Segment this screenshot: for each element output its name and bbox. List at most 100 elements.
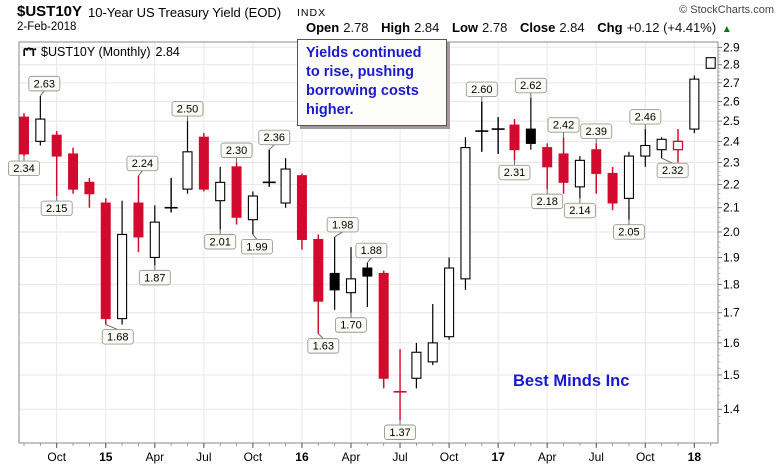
exchange-label: INDX bbox=[297, 7, 327, 19]
stockcharts-copyright-link[interactable]: © StockCharts.com bbox=[679, 4, 774, 16]
candle-body-red bbox=[84, 181, 95, 195]
callout-box bbox=[580, 123, 613, 139]
callout-box bbox=[307, 338, 340, 354]
callout-value: 2.39 bbox=[586, 126, 607, 138]
candle-body-red bbox=[296, 175, 307, 240]
callout-box bbox=[531, 193, 564, 210]
callout-box bbox=[258, 129, 291, 146]
x-axis-label: 18 bbox=[688, 450, 702, 464]
candle-body-red bbox=[558, 153, 569, 183]
callout-box bbox=[629, 109, 662, 125]
callout-value: 1.98 bbox=[332, 219, 353, 231]
quote-date: 2-Feb-2018 bbox=[17, 21, 77, 33]
x-axis-label: Jul bbox=[196, 450, 211, 464]
x-axis-label: 16 bbox=[295, 450, 309, 464]
high-value: 2.84 bbox=[414, 20, 440, 35]
y-axis-label: 2.8 bbox=[723, 58, 740, 72]
candle-body-white bbox=[182, 151, 193, 190]
y-axis-label: 2.6 bbox=[723, 95, 740, 109]
callout-value: 2.30 bbox=[226, 145, 247, 157]
candle-body-white bbox=[656, 138, 667, 151]
callout-box bbox=[326, 217, 359, 233]
y-axis-label: 1.8 bbox=[723, 277, 740, 291]
candle-body-red-hollow bbox=[672, 140, 684, 151]
y-axis-label: 1.9 bbox=[723, 250, 740, 264]
x-axis-label: Oct bbox=[636, 450, 655, 464]
callout-box bbox=[465, 81, 498, 98]
up-arrow-icon: ▲ bbox=[721, 24, 732, 35]
candle-body-white bbox=[247, 195, 258, 221]
callout-value: 1.99 bbox=[246, 241, 267, 253]
x-axis-label: Apr bbox=[145, 450, 164, 464]
high-label: High bbox=[381, 20, 411, 35]
callout-pointer bbox=[268, 144, 275, 151]
callout-pointer bbox=[661, 157, 673, 164]
y-axis-label: 1.6 bbox=[723, 336, 740, 350]
chg-label: Chg bbox=[597, 20, 623, 35]
callout-value: 2.50 bbox=[177, 103, 198, 115]
callout-value: 2.14 bbox=[569, 205, 590, 217]
callout-pointer bbox=[138, 170, 143, 176]
y-axis-label: 2.9 bbox=[723, 40, 740, 54]
candle-body-white bbox=[215, 181, 226, 202]
candle-body-white bbox=[689, 78, 700, 130]
callout-value: 2.24 bbox=[132, 158, 153, 170]
x-axis-label: Apr bbox=[342, 450, 361, 464]
x-axis-label: 17 bbox=[491, 450, 505, 464]
callout-box bbox=[656, 162, 689, 179]
candle-body-white bbox=[705, 57, 716, 69]
callout-box bbox=[138, 269, 171, 286]
low-value: 2.78 bbox=[482, 20, 508, 35]
candle-body-white bbox=[149, 221, 160, 259]
callout-value: 2.42 bbox=[553, 120, 574, 132]
x-axis-label: Oct bbox=[47, 450, 66, 464]
callout-box bbox=[613, 224, 645, 240]
callout-box bbox=[40, 200, 73, 216]
candle-body-black bbox=[362, 267, 373, 277]
annotation-note: Yields continued to rise, pushing borrow… bbox=[297, 39, 447, 126]
candle-body-red bbox=[607, 172, 618, 204]
candle-body-white bbox=[117, 233, 128, 320]
callout-pointer bbox=[366, 257, 372, 264]
callout-box bbox=[498, 164, 531, 181]
callout-box bbox=[240, 239, 273, 255]
y-axis-label: 1.5 bbox=[723, 368, 740, 382]
y-axis-label: 2.5 bbox=[723, 114, 740, 128]
candle-body-red bbox=[198, 136, 209, 190]
x-axis-label: Oct bbox=[440, 450, 459, 464]
callout-box bbox=[547, 117, 580, 133]
callout-value: 2.18 bbox=[536, 196, 557, 208]
x-axis-label: Apr bbox=[538, 450, 557, 464]
candle-body-black bbox=[329, 272, 340, 291]
callout-box bbox=[514, 77, 547, 94]
callout-box bbox=[220, 142, 253, 158]
ohlc-quote-row: Open 2.78 High 2.84 Low 2.78 Close 2.84 Chg +… bbox=[306, 20, 732, 35]
callout-box bbox=[28, 75, 61, 92]
legend-label: $UST10Y (Monthly) bbox=[41, 45, 151, 59]
y-axis-label: 2.3 bbox=[723, 156, 740, 170]
candle-body-white bbox=[444, 267, 455, 338]
candle-body-white bbox=[574, 159, 585, 188]
callout-value: 2.34 bbox=[13, 163, 34, 175]
callout-value: 2.15 bbox=[46, 203, 67, 215]
callout-value: 2.62 bbox=[520, 80, 541, 92]
candle-body-red bbox=[133, 202, 144, 238]
callout-box bbox=[563, 202, 596, 219]
candle-body-red bbox=[68, 153, 79, 190]
y-axis-label: 2.1 bbox=[723, 201, 740, 215]
candle-body-red bbox=[542, 147, 553, 168]
instrument-name: 10-Year US Treasury Yield (EOD) bbox=[88, 5, 282, 20]
y-axis-label: 2.2 bbox=[723, 178, 740, 192]
callout-pointer bbox=[317, 333, 324, 339]
callout-value: 2.31 bbox=[504, 167, 525, 179]
callout-pointer bbox=[334, 231, 343, 238]
candle-body-white bbox=[460, 147, 471, 280]
y-axis-label: 1.7 bbox=[723, 306, 740, 320]
close-value: 2.84 bbox=[559, 20, 585, 35]
callout-box bbox=[384, 424, 416, 440]
candle-body-red bbox=[591, 149, 602, 174]
candle-body-red bbox=[51, 134, 62, 157]
chartbug-icon bbox=[23, 46, 37, 60]
